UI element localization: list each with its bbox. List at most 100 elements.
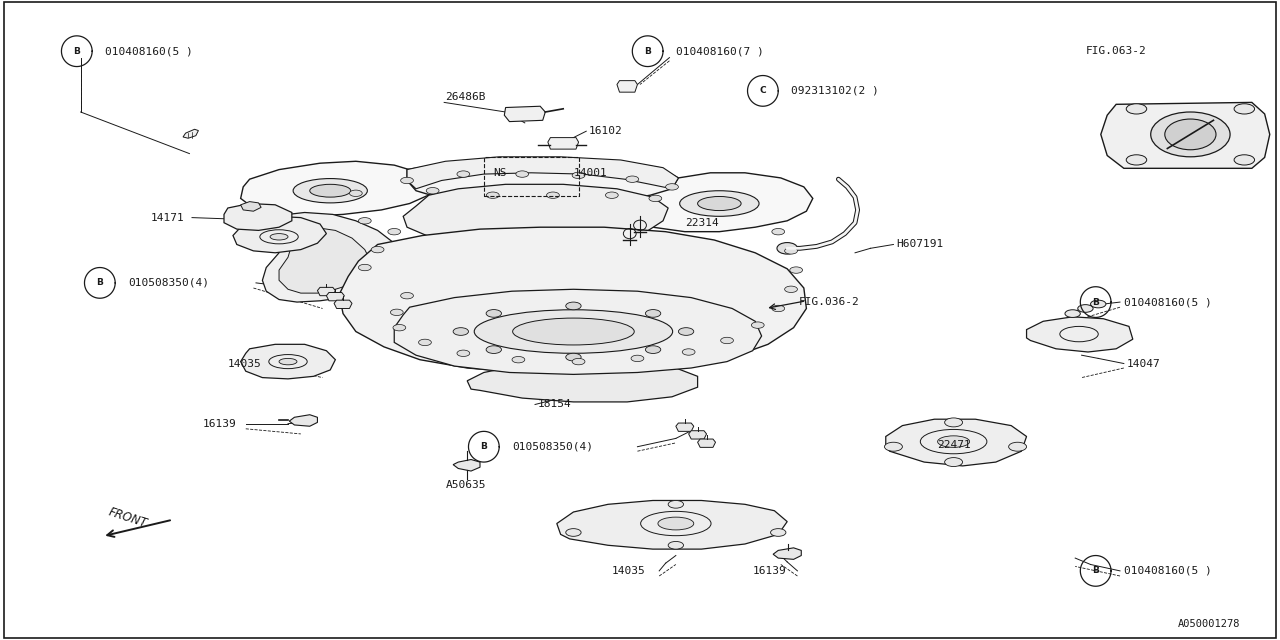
Circle shape <box>401 177 413 184</box>
Polygon shape <box>504 106 545 122</box>
Circle shape <box>785 286 797 292</box>
Circle shape <box>668 500 684 508</box>
Text: A50635: A50635 <box>445 480 486 490</box>
Text: 16139: 16139 <box>753 566 786 576</box>
Polygon shape <box>676 423 694 431</box>
Ellipse shape <box>513 318 635 345</box>
Polygon shape <box>224 204 292 230</box>
Circle shape <box>516 171 529 177</box>
Text: C: C <box>759 86 767 95</box>
Ellipse shape <box>1165 119 1216 150</box>
Circle shape <box>772 228 785 235</box>
Polygon shape <box>617 81 637 92</box>
Ellipse shape <box>293 179 367 203</box>
Polygon shape <box>886 419 1027 466</box>
Circle shape <box>388 228 401 235</box>
Circle shape <box>486 192 499 198</box>
Circle shape <box>645 346 660 353</box>
Ellipse shape <box>937 436 970 447</box>
Text: 22471: 22471 <box>937 440 970 450</box>
Circle shape <box>1078 305 1093 312</box>
Polygon shape <box>1027 317 1133 352</box>
Circle shape <box>486 346 502 353</box>
Ellipse shape <box>680 191 759 216</box>
Circle shape <box>1126 104 1147 114</box>
Polygon shape <box>279 227 371 293</box>
Polygon shape <box>625 173 813 232</box>
Circle shape <box>566 302 581 310</box>
Polygon shape <box>403 184 668 246</box>
Circle shape <box>401 292 413 299</box>
Circle shape <box>1234 155 1254 165</box>
Polygon shape <box>289 415 317 426</box>
Text: 14171: 14171 <box>151 212 184 223</box>
Circle shape <box>945 418 963 427</box>
Text: 26486B: 26486B <box>445 92 486 102</box>
Text: 14035: 14035 <box>228 358 261 369</box>
Polygon shape <box>233 216 326 253</box>
Circle shape <box>426 188 439 194</box>
Circle shape <box>390 309 403 316</box>
Polygon shape <box>689 431 707 439</box>
Circle shape <box>649 195 662 202</box>
Circle shape <box>785 248 797 254</box>
Text: FIG.063-2: FIG.063-2 <box>1085 46 1146 56</box>
Text: 010408160(7 ): 010408160(7 ) <box>676 46 764 56</box>
Text: 16139: 16139 <box>202 419 236 429</box>
Circle shape <box>678 328 694 335</box>
Circle shape <box>645 310 660 317</box>
Text: 14047: 14047 <box>1126 358 1160 369</box>
Text: 18154: 18154 <box>538 399 571 410</box>
Text: 010508350(4): 010508350(4) <box>512 442 593 452</box>
Ellipse shape <box>279 358 297 365</box>
Polygon shape <box>548 138 579 149</box>
Text: B: B <box>73 47 81 56</box>
Circle shape <box>666 184 678 190</box>
Circle shape <box>771 529 786 536</box>
Circle shape <box>1009 442 1027 451</box>
Text: B: B <box>644 47 652 56</box>
Text: 14001: 14001 <box>573 168 607 178</box>
Circle shape <box>512 356 525 363</box>
Ellipse shape <box>310 184 351 197</box>
Circle shape <box>945 458 963 467</box>
Circle shape <box>566 353 581 361</box>
Circle shape <box>358 218 371 224</box>
Polygon shape <box>183 129 198 138</box>
Ellipse shape <box>698 196 741 211</box>
Circle shape <box>721 337 733 344</box>
Polygon shape <box>241 344 335 379</box>
Polygon shape <box>334 300 352 308</box>
Circle shape <box>1091 300 1106 308</box>
Text: B: B <box>1092 298 1100 307</box>
Circle shape <box>772 305 785 312</box>
Circle shape <box>605 192 618 198</box>
Polygon shape <box>557 500 787 549</box>
Text: FIG.036-2: FIG.036-2 <box>799 297 859 307</box>
Text: B: B <box>96 278 104 287</box>
Circle shape <box>566 529 581 536</box>
Circle shape <box>1126 155 1147 165</box>
Circle shape <box>547 192 559 198</box>
Ellipse shape <box>777 243 797 254</box>
Text: 010508350(4): 010508350(4) <box>128 278 209 288</box>
Polygon shape <box>698 439 716 447</box>
Polygon shape <box>407 159 678 205</box>
Polygon shape <box>241 161 435 216</box>
Circle shape <box>884 442 902 451</box>
Text: 22314: 22314 <box>685 218 718 228</box>
Circle shape <box>419 339 431 346</box>
Circle shape <box>393 324 406 331</box>
Ellipse shape <box>270 234 288 240</box>
Circle shape <box>349 190 362 196</box>
Circle shape <box>751 322 764 328</box>
Ellipse shape <box>475 310 673 353</box>
Text: B: B <box>1092 566 1100 575</box>
Circle shape <box>453 328 468 335</box>
Text: 010408160(5 ): 010408160(5 ) <box>1124 566 1212 576</box>
Circle shape <box>371 246 384 253</box>
Text: 092313102(2 ): 092313102(2 ) <box>791 86 879 96</box>
Circle shape <box>668 541 684 549</box>
Text: H607191: H607191 <box>896 239 943 250</box>
Polygon shape <box>773 548 801 559</box>
